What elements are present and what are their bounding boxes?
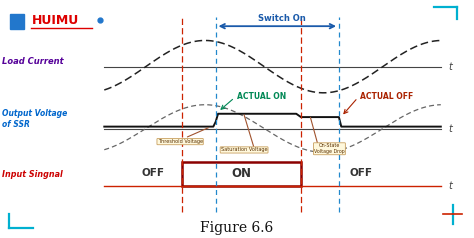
Text: OFF: OFF (350, 168, 373, 178)
Text: On-State
Voltage Drop: On-State Voltage Drop (314, 143, 345, 154)
Text: ACTUAL ON: ACTUAL ON (237, 92, 286, 101)
Text: Input Singnal: Input Singnal (2, 170, 63, 179)
Text: HUIMU: HUIMU (32, 14, 80, 27)
Text: ON: ON (232, 167, 252, 180)
Text: Threshold Voltage: Threshold Voltage (157, 139, 203, 144)
Bar (182, 162, 301, 186)
Text: t: t (448, 124, 452, 134)
Text: Output Voltage
of SSR: Output Voltage of SSR (2, 109, 68, 129)
Text: Load Current: Load Current (2, 57, 64, 66)
Text: Switch On: Switch On (258, 14, 306, 23)
Text: ACTUAL OFF: ACTUAL OFF (360, 92, 413, 101)
Bar (10, 14, 24, 29)
Text: t: t (448, 181, 452, 191)
Text: Figure 6.6: Figure 6.6 (201, 222, 273, 235)
Text: Saturation Voltage: Saturation Voltage (221, 147, 267, 153)
Text: OFF: OFF (141, 168, 164, 178)
Text: t: t (448, 62, 452, 72)
